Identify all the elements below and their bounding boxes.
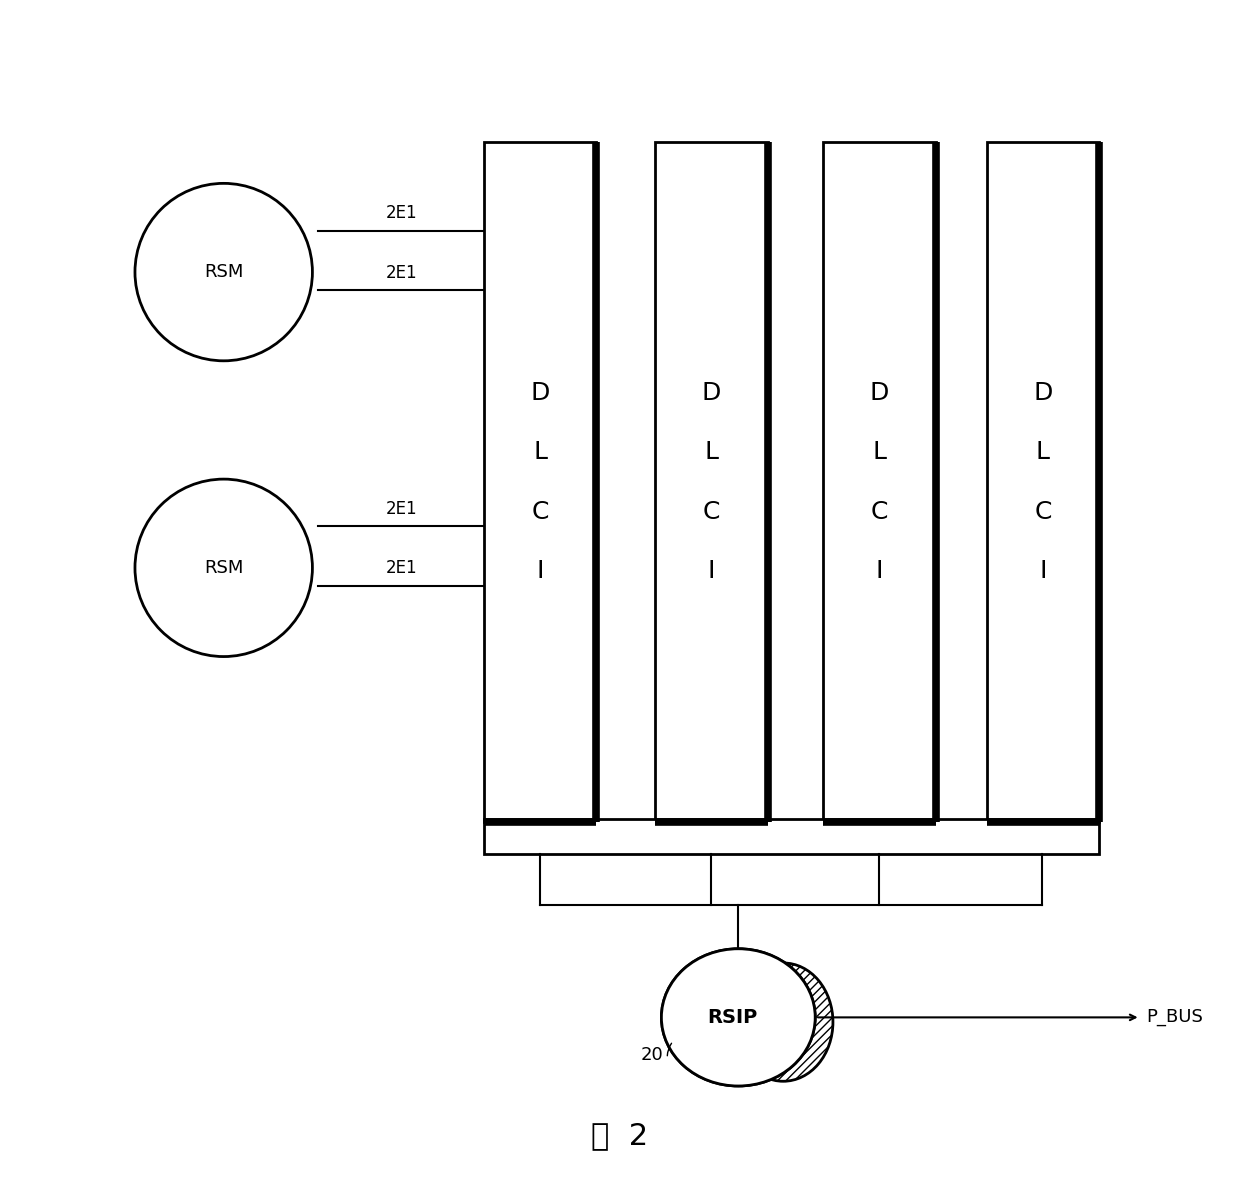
Text: 2E1: 2E1 [386, 500, 417, 518]
Ellipse shape [661, 949, 815, 1086]
Text: P_BUS: P_BUS [1147, 1008, 1203, 1027]
Text: 2E1: 2E1 [386, 560, 417, 577]
Text: D

L

C

I: D L C I [1033, 381, 1053, 583]
Text: 图  2: 图 2 [591, 1121, 649, 1150]
Text: RSM: RSM [205, 263, 243, 282]
Text: 20: 20 [641, 1046, 663, 1065]
Text: RSM: RSM [205, 558, 243, 577]
Text: D

L

C

I: D L C I [531, 381, 549, 583]
Ellipse shape [661, 949, 815, 1086]
Text: 2E1: 2E1 [386, 264, 417, 282]
Bar [823, 142, 936, 822]
Text: D

L

C

I: D L C I [702, 381, 722, 583]
Text: 2E1: 2E1 [386, 205, 417, 222]
Text: RSIP: RSIP [707, 1008, 758, 1027]
Text: D

L

C

I: D L C I [870, 381, 889, 583]
Ellipse shape [734, 963, 833, 1081]
Circle shape [135, 183, 312, 361]
Bar [484, 142, 596, 822]
Bar [484, 819, 1099, 854]
Bar [656, 142, 768, 822]
Bar [987, 142, 1099, 822]
Circle shape [135, 479, 312, 657]
